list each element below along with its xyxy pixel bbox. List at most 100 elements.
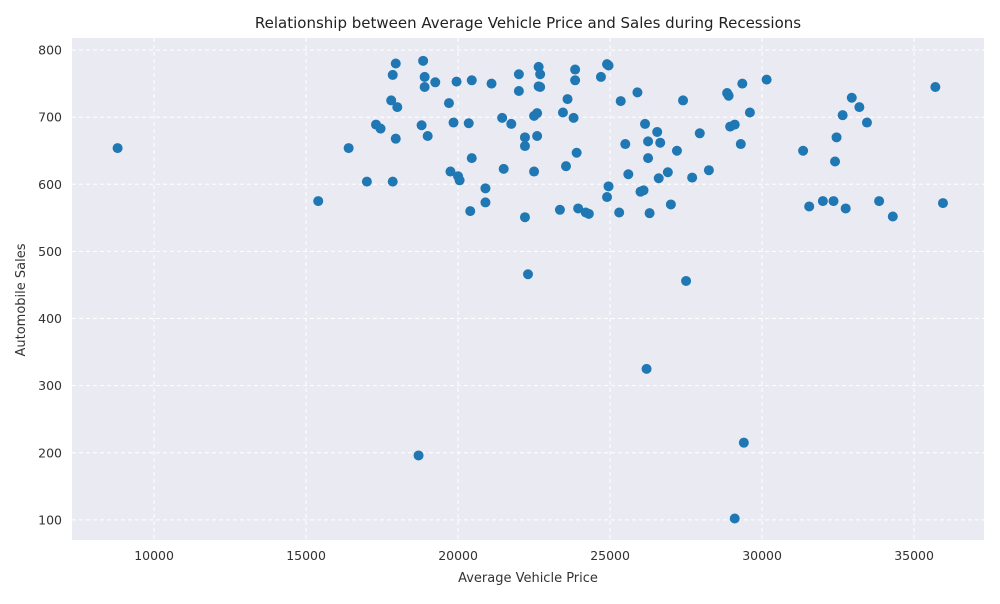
scatter-point xyxy=(463,118,474,129)
scatter-point xyxy=(643,136,654,147)
scatter-point xyxy=(887,211,898,222)
scatter-point xyxy=(681,275,692,286)
scatter-point xyxy=(830,156,841,167)
y-tick-label: 700 xyxy=(38,110,62,125)
scatter-point xyxy=(735,139,746,150)
x-tick-label: 20000 xyxy=(438,548,478,563)
scatter-point xyxy=(480,197,491,208)
scatter-point xyxy=(615,96,626,107)
tick-labels: 10000 15000 20000 25000 30000 35000 100 200 300 4… xyxy=(38,43,934,563)
y-tick-label: 200 xyxy=(38,445,62,460)
scatter-point xyxy=(798,145,809,156)
x-tick-label: 10000 xyxy=(134,548,174,563)
chart-title: Relationship between Average Vehicle Pri… xyxy=(255,14,801,32)
scatter-point xyxy=(387,69,398,80)
scatter-point xyxy=(390,133,401,144)
scatter-point xyxy=(466,153,477,164)
scatter-point xyxy=(614,207,625,218)
plot-area xyxy=(72,38,984,540)
scatter-point xyxy=(390,58,401,69)
scatter-point xyxy=(519,132,530,143)
x-tick-label: 35000 xyxy=(894,548,934,563)
y-tick-label: 100 xyxy=(38,512,62,527)
y-tick-label: 400 xyxy=(38,311,62,326)
scatter-point xyxy=(513,69,524,80)
y-axis-label: Automobile Sales xyxy=(14,243,29,356)
scatter-point xyxy=(831,132,842,143)
scatter-point xyxy=(662,167,673,178)
scatter-point xyxy=(573,203,584,214)
scatter-point xyxy=(343,143,354,154)
scatter-point xyxy=(738,437,749,448)
scatter-point xyxy=(671,145,682,156)
x-tick-label: 25000 xyxy=(590,548,630,563)
scatter-point xyxy=(655,137,666,148)
scatter-point xyxy=(523,269,533,280)
scatter-point xyxy=(568,112,579,123)
scatter-point xyxy=(678,95,689,106)
scatter-point xyxy=(603,181,614,192)
scatter-point xyxy=(386,95,397,106)
scatter-point xyxy=(375,123,386,134)
scatter-point xyxy=(737,78,748,89)
scatter-point xyxy=(554,204,565,215)
scatter-point xyxy=(729,513,740,524)
scatter-point xyxy=(837,110,848,121)
scatter-point xyxy=(466,75,477,86)
scatter-point xyxy=(595,71,606,82)
scatter-point xyxy=(532,108,543,119)
scatter-point xyxy=(430,77,441,88)
scatter-point xyxy=(419,71,430,82)
scatter-point xyxy=(874,196,885,207)
scatter-point xyxy=(448,117,459,128)
y-tick-label: 500 xyxy=(38,244,62,259)
scatter-point xyxy=(313,196,324,207)
scatter-point xyxy=(761,74,772,85)
scatter-point xyxy=(854,102,865,113)
scatter-point xyxy=(632,87,643,98)
scatter-point xyxy=(804,201,815,212)
scatter-point xyxy=(703,165,714,176)
scatter-point xyxy=(640,118,651,129)
scatter-point xyxy=(641,363,652,374)
scatter-point xyxy=(506,118,517,129)
scatter-point xyxy=(840,203,851,214)
scatter-point xyxy=(729,119,740,130)
data-points xyxy=(112,55,948,524)
scatter-point xyxy=(620,139,631,150)
x-tick-label: 30000 xyxy=(742,548,782,563)
scatter-point xyxy=(529,166,540,177)
x-tick-label: 15000 xyxy=(286,548,326,563)
scatter-point xyxy=(930,81,941,92)
scatter-point xyxy=(723,90,734,101)
scatter-point xyxy=(570,75,581,86)
scatter-point xyxy=(561,161,571,172)
scatter-point xyxy=(361,176,372,187)
scatter-point xyxy=(454,175,465,186)
scatter-point xyxy=(583,208,594,219)
scatter-point xyxy=(602,192,613,203)
scatter-point xyxy=(532,130,543,141)
scatter-point xyxy=(817,196,828,207)
scatter-point xyxy=(665,199,676,210)
scatter-point xyxy=(828,196,839,207)
scatter-point xyxy=(498,163,509,174)
scatter-point xyxy=(497,112,508,123)
scatter-point xyxy=(603,60,614,71)
scatter-point xyxy=(570,64,581,75)
scatter-point xyxy=(451,76,462,87)
scatter-point xyxy=(937,198,948,209)
scatter-point xyxy=(519,212,530,223)
scatter-point xyxy=(513,86,524,97)
scatter-point xyxy=(419,81,430,92)
scatter-point xyxy=(623,169,634,180)
scatter-point xyxy=(744,107,755,118)
scatter-point xyxy=(638,185,649,196)
scatter-point xyxy=(846,92,857,103)
scatter-point xyxy=(644,208,655,219)
scatter-point xyxy=(571,147,582,158)
scatter-point xyxy=(687,172,698,183)
scatter-point xyxy=(557,107,568,118)
